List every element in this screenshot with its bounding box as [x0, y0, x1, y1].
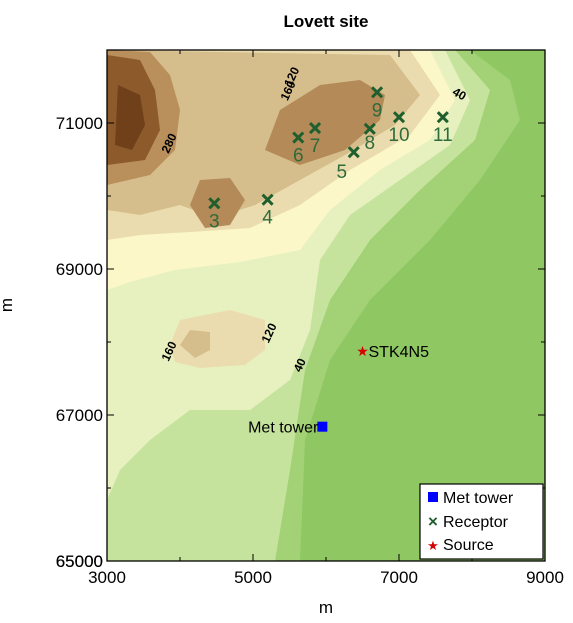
contour-label: 40 [291, 356, 309, 374]
receptor-markers: 3 4 6 758 910 11 [208, 86, 453, 232]
receptor-6: 6 [292, 131, 305, 167]
x-tick-label: 9000 [526, 568, 564, 587]
met-tower-label: Met tower [248, 420, 319, 437]
receptor-3: 3 [208, 197, 221, 232]
legend-receptor-icon: × [428, 512, 438, 531]
met-tower-marker-group: Met tower [248, 420, 328, 437]
y-tick-label: 65000 [56, 552, 103, 571]
legend: Met tower × Receptor ★ Source [419, 483, 544, 560]
terrain-band-south-hill-core [180, 330, 210, 358]
x-axis: 3000 5000 7000 9000 [88, 50, 564, 587]
legend-source-label: Source [443, 537, 494, 554]
receptor-marker [363, 122, 376, 135]
receptor-7: 7 [308, 122, 322, 157]
x-tick-label: 7000 [380, 568, 418, 587]
y-tick-label: 71000 [56, 114, 103, 133]
receptor-9: 9 [371, 86, 384, 121]
legend-source-icon: ★ [427, 538, 439, 553]
source-marker: ★ [356, 343, 369, 359]
met-tower-marker [317, 421, 328, 432]
receptor-4: 4 [261, 193, 274, 229]
legend-met-tower-label: Met tower [443, 490, 514, 507]
terrain-contours [107, 50, 545, 561]
receptor-5: 5 [336, 146, 360, 183]
source-marker-group: ★ STK4N5 [356, 343, 429, 361]
receptor-marker [436, 111, 449, 124]
contour-label: 40 [450, 85, 469, 104]
terrain-band-ridge [265, 80, 385, 165]
terrain-band-peak-core [115, 85, 145, 150]
receptor-10: 10 [388, 111, 410, 146]
legend-receptor-label: Receptor [443, 514, 509, 531]
receptor-label: 3 [209, 211, 220, 232]
y-tick-label: 69000 [56, 260, 103, 279]
x-tick-label: 5000 [234, 568, 272, 587]
legend-box [419, 483, 544, 560]
receptor-label: 6 [293, 146, 304, 167]
x-tick-label: 3000 [88, 568, 126, 587]
source-label: STK4N5 [369, 344, 430, 361]
receptor-marker [347, 146, 360, 159]
receptor-marker [292, 131, 305, 144]
receptor-label: 4 [262, 208, 273, 229]
terrain-band-knob [190, 178, 245, 228]
receptor-label: 5 [336, 162, 347, 183]
receptor-label: 10 [388, 125, 409, 146]
receptor-marker [392, 111, 406, 124]
receptor-marker [261, 193, 274, 206]
y-axis-title: m [0, 298, 16, 312]
chart-title: Lovett site [283, 12, 368, 31]
legend-met-tower-icon [428, 492, 438, 502]
receptor-label: 7 [310, 136, 321, 157]
receptor-marker [371, 86, 384, 99]
receptor-marker [208, 197, 221, 210]
receptor-label: 9 [372, 100, 383, 121]
y-tick-label: 65000 [56, 552, 103, 571]
x-axis-title: m [319, 598, 333, 617]
receptor-label: 8 [365, 133, 376, 154]
receptor-11: 11 [433, 111, 453, 146]
receptor-label: 11 [433, 125, 453, 146]
receptor-marker [308, 122, 322, 135]
receptor-8: 8 [363, 122, 376, 154]
y-tick-label: 67000 [56, 406, 103, 425]
